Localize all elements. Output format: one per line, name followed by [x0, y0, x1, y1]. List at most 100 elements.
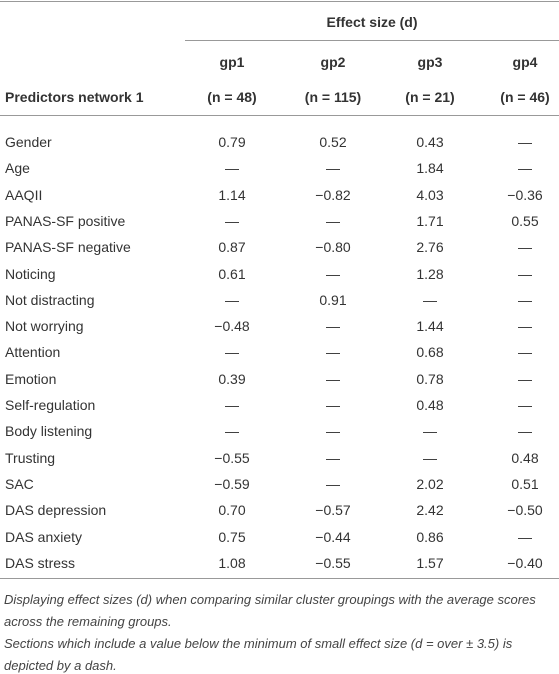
- cell: —: [326, 160, 340, 177]
- header-rule: [185, 40, 559, 41]
- cell: —: [326, 370, 340, 387]
- cell: 0.48: [511, 449, 539, 466]
- cell: 0.51: [511, 475, 539, 492]
- row-label: Attention: [5, 344, 61, 361]
- row-label: DAS stress: [5, 554, 76, 571]
- top-rule: [0, 1, 559, 2]
- cell: 1.28: [416, 265, 444, 282]
- cell: —: [518, 134, 532, 150]
- footnote: Displaying effect sizes (d) when compari…: [4, 592, 536, 629]
- cell: 0.68: [416, 344, 444, 361]
- cell: −0.44: [315, 528, 351, 545]
- row-label: Gender: [5, 134, 52, 150]
- cell: —: [518, 344, 532, 361]
- header-bottom-rule: [0, 115, 559, 116]
- cell: 0.43: [416, 134, 444, 150]
- row-label: Noticing: [5, 265, 56, 282]
- cell: 0.86: [416, 528, 444, 545]
- column-header: gp3: [417, 54, 443, 70]
- cell: 2.02: [416, 475, 444, 492]
- cell: −0.55: [214, 449, 250, 466]
- row-label: AAQII: [5, 186, 43, 203]
- cell: —: [326, 265, 340, 282]
- row-label: Self-regulation: [5, 397, 96, 413]
- cell: 0.70: [218, 502, 246, 519]
- column-n: (n = 46): [500, 89, 550, 105]
- cell: —: [326, 318, 340, 335]
- cell: —: [225, 423, 239, 440]
- cell: 2.76: [416, 239, 444, 256]
- row-label: SAC: [5, 475, 34, 492]
- cell: —: [518, 370, 532, 387]
- footnote: Sections which include a value below the…: [4, 636, 513, 673]
- column-n: (n = 48): [207, 89, 257, 105]
- cell: —: [225, 397, 239, 413]
- cell: —: [423, 423, 437, 440]
- column-header: gp2: [320, 54, 346, 70]
- cell: −0.55: [315, 554, 351, 571]
- row-label: Not distracting: [5, 291, 95, 308]
- cell: 1.84: [416, 160, 444, 177]
- cell: —: [326, 212, 340, 229]
- cell: —: [518, 397, 532, 413]
- cell: −0.48: [214, 318, 250, 335]
- cell: 0.75: [218, 528, 246, 545]
- column-n: (n = 21): [405, 89, 455, 105]
- cell: —: [518, 423, 532, 440]
- cell: 1.71: [416, 212, 444, 229]
- cell: 1.44: [416, 318, 444, 335]
- cell: —: [518, 528, 532, 545]
- bottom-rule: [0, 578, 559, 579]
- cell: —: [518, 265, 532, 282]
- column-header: gp4: [512, 54, 538, 70]
- cell: —: [326, 344, 340, 361]
- cell: −0.80: [315, 239, 351, 256]
- row-label: Body listening: [5, 423, 93, 440]
- cell: —: [225, 212, 239, 229]
- cell: −0.36: [507, 186, 543, 203]
- cell: 0.48: [416, 397, 444, 413]
- row-label: Emotion: [5, 370, 57, 387]
- cell: 0.79: [218, 134, 246, 150]
- row-label: DAS depression: [5, 502, 107, 519]
- cell: −0.57: [315, 502, 351, 519]
- row-label: Not worrying: [5, 318, 84, 335]
- cell: —: [423, 449, 437, 466]
- cell: 4.03: [416, 186, 444, 203]
- cell: —: [225, 291, 239, 308]
- cell: —: [423, 291, 437, 308]
- cell: −0.82: [315, 186, 351, 203]
- row-label: PANAS-SF positive: [5, 212, 126, 229]
- cell: 1.08: [218, 554, 246, 571]
- cell: —: [518, 239, 532, 256]
- column-header: gp1: [219, 54, 245, 70]
- cell: −0.50: [507, 502, 543, 519]
- cell: —: [518, 160, 532, 177]
- row-label: PANAS-SF negative: [5, 239, 131, 256]
- cell: 0.78: [416, 370, 444, 387]
- cell: —: [326, 423, 340, 440]
- cell: 0.55: [511, 212, 539, 229]
- cell: —: [326, 397, 340, 413]
- row-label-header: Predictors network 1: [5, 89, 144, 105]
- cell: 0.52: [319, 134, 347, 150]
- cell: −0.59: [214, 475, 250, 492]
- cell: 1.14: [218, 186, 246, 203]
- cell: 0.87: [218, 239, 246, 256]
- effect-size-header: Effect size (d): [326, 14, 418, 30]
- cell: −0.40: [507, 554, 543, 571]
- cell: —: [518, 318, 532, 335]
- cell: —: [518, 291, 532, 308]
- cell: 0.91: [319, 291, 347, 308]
- cell: 2.42: [416, 502, 444, 519]
- cell: —: [225, 160, 239, 177]
- column-n: (n = 115): [304, 89, 362, 105]
- cell: 0.39: [218, 370, 246, 387]
- cell: 0.61: [218, 265, 246, 282]
- row-label: Age: [5, 160, 30, 177]
- cell: 1.57: [416, 554, 444, 571]
- row-label: DAS anxiety: [5, 528, 83, 545]
- cell: —: [326, 449, 340, 466]
- row-label: Trusting: [5, 449, 56, 466]
- cell: —: [225, 344, 239, 361]
